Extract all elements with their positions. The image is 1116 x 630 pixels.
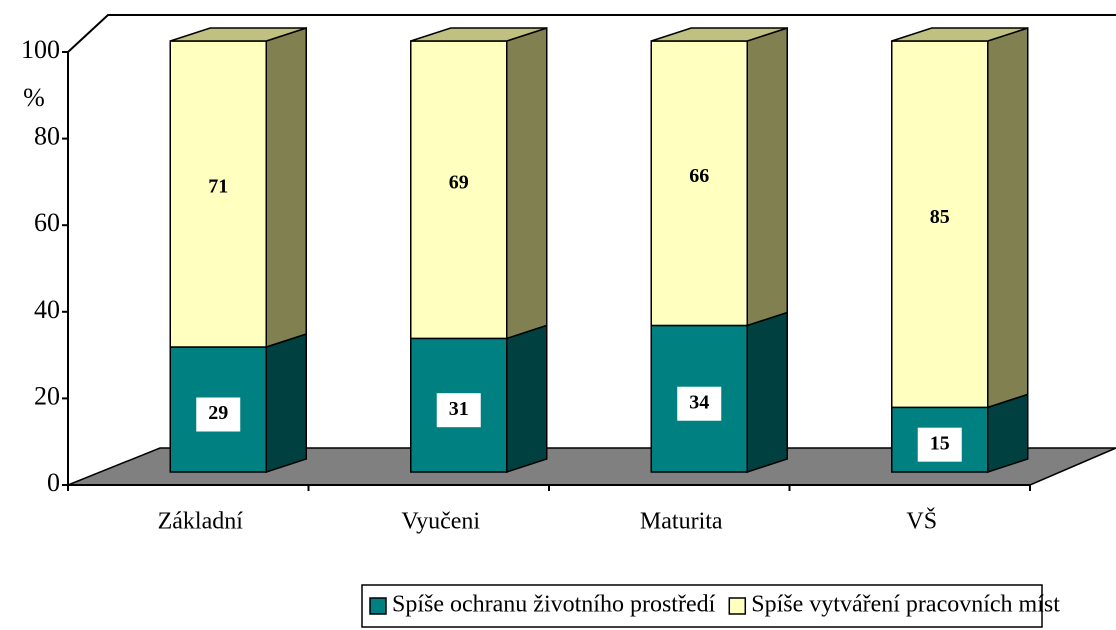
value-label-box xyxy=(436,393,481,428)
bar-top xyxy=(170,27,307,42)
bar-side xyxy=(987,26,1029,409)
bar-side xyxy=(746,26,788,327)
bar-top xyxy=(410,27,547,42)
bar-front xyxy=(650,40,748,327)
x-tick-label: VŠ xyxy=(906,508,937,535)
back-wall xyxy=(67,14,1116,53)
y-tick-label: 80 xyxy=(34,122,60,151)
y-tick-label: 40 xyxy=(34,295,60,324)
value-label: 69 xyxy=(449,171,469,193)
value-label: 71 xyxy=(208,176,228,198)
bar-side xyxy=(265,26,307,349)
bar-top xyxy=(651,27,788,42)
x-tick-label: Základní xyxy=(158,509,244,535)
x-tick-label: Maturita xyxy=(640,509,723,535)
y-tick-label: 100 xyxy=(21,35,60,64)
legend xyxy=(361,584,1043,628)
value-label-box xyxy=(917,427,962,462)
value-label-box xyxy=(677,386,722,421)
x-tick-label: Vyučeni xyxy=(401,509,480,535)
value-label: 85 xyxy=(930,206,950,228)
y-tick-label: 60 xyxy=(34,208,60,237)
bar-side xyxy=(746,311,788,474)
value-label: 29 xyxy=(208,402,228,424)
y-tick-label: 0 xyxy=(47,468,60,497)
value-label: 34 xyxy=(689,391,709,413)
bar-front xyxy=(410,40,508,340)
legend-label: Spíše ochranu životního prostředí xyxy=(392,592,716,618)
value-label: 66 xyxy=(689,165,709,187)
value-label: 15 xyxy=(930,432,950,454)
bar-side xyxy=(265,332,307,474)
bar-top xyxy=(891,27,1028,42)
y-tick-label: 20 xyxy=(34,381,60,410)
y-axis-label: % xyxy=(23,83,45,112)
legend-swatch xyxy=(369,597,387,615)
value-label: 31 xyxy=(449,398,469,420)
value-label-box xyxy=(196,397,241,432)
legend-swatch xyxy=(728,597,747,615)
legend-label: Spíše vytváření pracovních míst xyxy=(751,592,1060,618)
bar-side xyxy=(506,324,548,474)
bar-side xyxy=(506,26,548,340)
